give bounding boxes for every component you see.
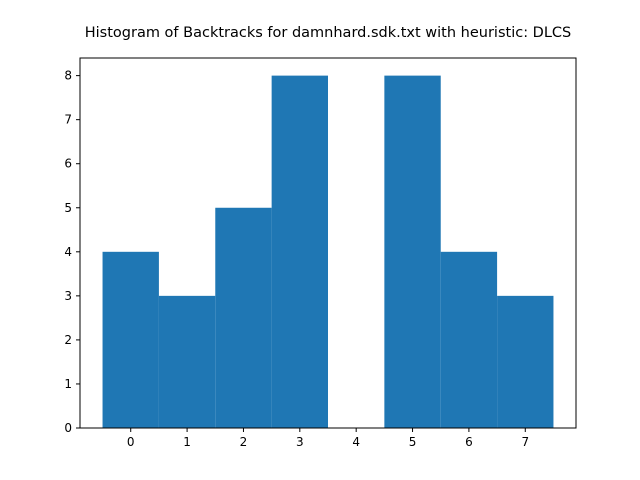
y-tick-label: 2 [64,333,72,347]
histogram-bar [215,207,272,428]
y-tick-label: 8 [64,69,72,83]
y-tick-label: 0 [64,421,72,435]
y-axis: 0 1 2 3 4 5 6 7 8 [64,69,80,435]
histogram-bar [102,251,159,428]
x-tick-label: 7 [521,435,529,449]
y-tick-label: 7 [64,113,72,127]
y-tick-label: 3 [64,289,72,303]
histogram-bar [158,295,216,428]
y-tick-label: 1 [64,377,72,391]
x-tick-label: 0 [127,435,135,449]
x-axis: 0 1 2 3 4 5 6 7 [127,428,529,449]
chart-title: Histogram of Backtracks for damnhard.sdk… [85,25,572,41]
x-tick-label: 4 [352,435,360,449]
x-tick-label: 3 [296,435,304,449]
plot-frame [79,57,577,429]
x-tick-label: 6 [465,435,473,449]
histogram-bar [440,251,498,428]
y-tick-label: 5 [64,201,72,215]
y-tick-label: 6 [64,157,72,171]
bars-group [102,75,554,428]
x-tick-label: 5 [409,435,417,449]
x-tick-label: 2 [240,435,248,449]
x-tick-label: 1 [183,435,191,449]
histogram-bar [384,75,441,428]
y-tick-label: 4 [64,245,72,259]
histogram-bar [271,75,328,428]
histogram-bar [497,295,554,428]
